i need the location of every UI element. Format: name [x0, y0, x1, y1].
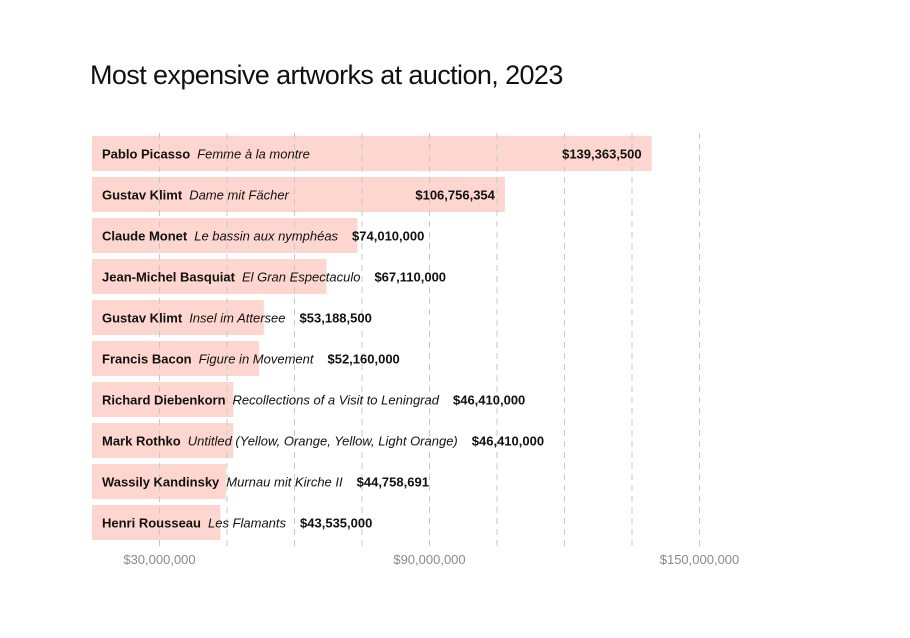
value-label: $44,758,691: [357, 475, 429, 490]
bar: [92, 423, 234, 458]
artist-name: Gustav Klimt: [102, 311, 183, 326]
artwork-title: Figure in Movement: [199, 352, 315, 367]
value-label: $52,160,000: [327, 352, 399, 367]
bar-label: Pablo Picasso Femme à la montre: [102, 147, 310, 162]
artist-name: Jean-Michel Basquiat: [102, 270, 236, 285]
bar-label: Claude Monet Le bassin aux nymphéas: [102, 229, 339, 244]
value-label: $67,110,000: [374, 270, 446, 285]
artwork-title: Les Flamants: [208, 516, 287, 531]
artist-name: Claude Monet: [102, 229, 188, 244]
artwork-title: Le bassin aux nymphéas: [194, 229, 338, 244]
value-label: $106,756,354: [415, 188, 495, 203]
bar-label: Gustav Klimt Insel im Attersee: [102, 311, 286, 326]
value-label: $139,363,500: [562, 147, 642, 162]
bar: [92, 464, 226, 499]
bar-label: Jean-Michel Basquiat El Gran Espectaculo: [102, 270, 360, 285]
artwork-title: Murnau mit Kirche II: [226, 475, 343, 490]
x-tick-label: $150,000,000: [660, 552, 740, 567]
artwork-title: Femme à la montre: [197, 147, 310, 162]
bar: [92, 177, 505, 212]
artwork-title: Insel im Attersee: [189, 311, 285, 326]
value-label: $53,188,500: [300, 311, 372, 326]
artist-name: Francis Bacon: [102, 352, 192, 367]
artist-name: Richard Diebenkorn: [102, 393, 226, 408]
bar: [92, 259, 327, 294]
artwork-title: Untitled (Yellow, Orange, Yellow, Light …: [188, 434, 458, 449]
bar-label: Henri Rousseau Les Flamants: [102, 516, 287, 531]
value-label: $74,010,000: [352, 229, 424, 244]
bar: [92, 136, 652, 171]
artist-name: Wassily Kandinsky: [102, 475, 220, 490]
value-label: $43,535,000: [300, 516, 372, 531]
artist-name: Pablo Picasso: [102, 147, 190, 162]
artist-name: Henri Rousseau: [102, 516, 201, 531]
chart-title: Most expensive artworks at auction, 2023: [90, 60, 563, 90]
bar-label: Mark Rothko Untitled (Yellow, Orange, Yel…: [102, 434, 458, 449]
value-label: $46,410,000: [453, 393, 525, 408]
bar: [92, 341, 260, 376]
x-tick-label: $90,000,000: [393, 552, 465, 567]
bar-label: Francis Bacon Figure in Movement: [102, 352, 315, 367]
artwork-title: El Gran Espectaculo: [242, 270, 361, 285]
bar-label: Gustav Klimt Dame mit Fächer: [102, 188, 290, 203]
artwork-title: Recollections of a Visit to Leningrad: [233, 393, 440, 408]
x-tick-label: $30,000,000: [123, 552, 195, 567]
bar-label: Richard Diebenkorn Recollections of a Vis…: [102, 393, 440, 408]
bar: [92, 300, 264, 335]
artist-name: Mark Rothko: [102, 434, 181, 449]
bar: [92, 505, 221, 540]
artwork-title: Dame mit Fächer: [189, 188, 289, 203]
value-label: $46,410,000: [472, 434, 544, 449]
bar: [92, 382, 234, 417]
bar: [92, 218, 358, 253]
artist-name: Gustav Klimt: [102, 188, 183, 203]
bar-label: Wassily Kandinsky Murnau mit Kirche II: [102, 475, 343, 490]
